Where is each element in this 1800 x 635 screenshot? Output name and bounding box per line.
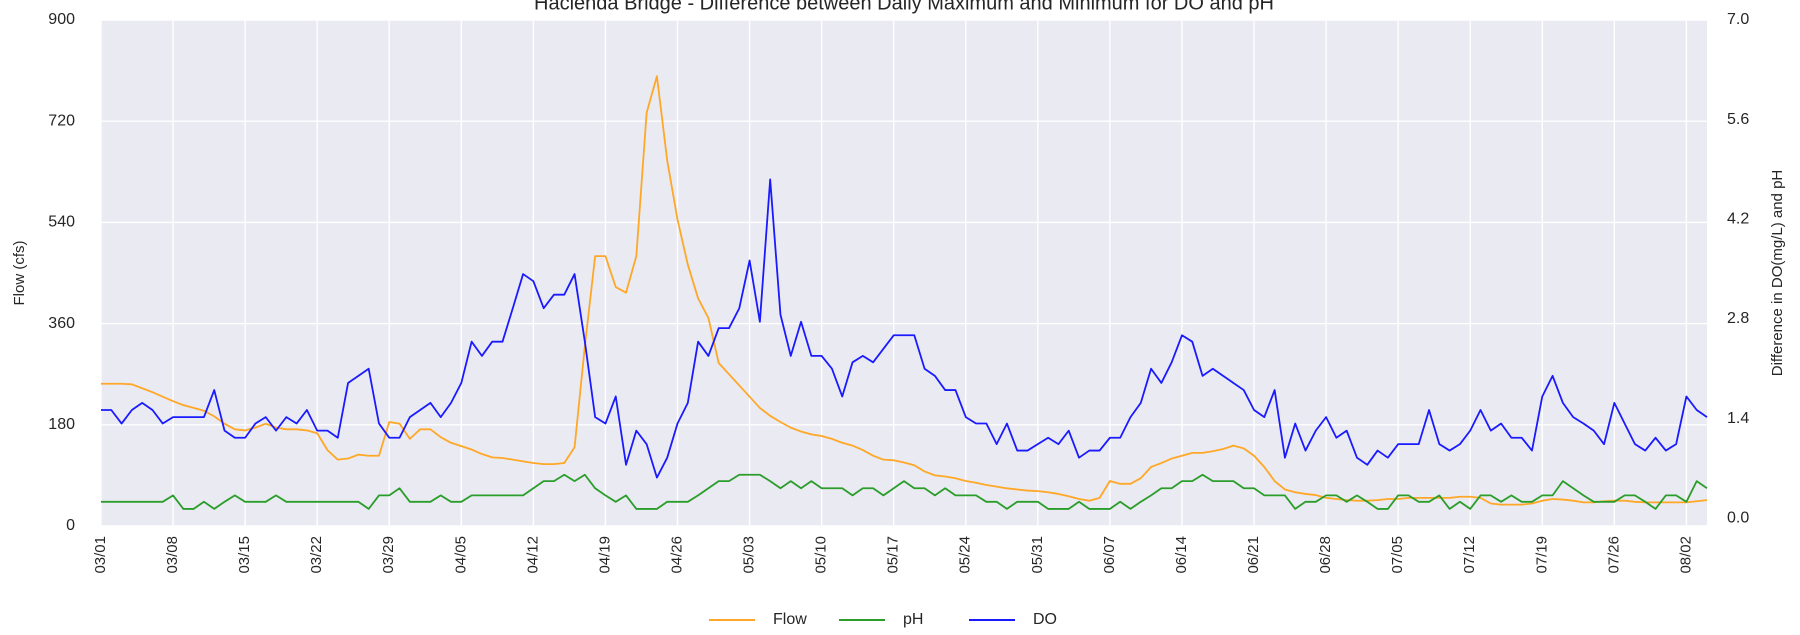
chart-title: Hacienda Bridge - Difference between Dai… (534, 0, 1274, 14)
y-tick-label: 180 (48, 416, 75, 433)
x-tick-label: 05/10 (813, 536, 830, 574)
legend-label: pH (903, 611, 923, 628)
legend-label: DO (1033, 611, 1057, 628)
series-line (101, 75, 1708, 506)
y-tick-label: 540 (48, 214, 75, 231)
x-tick-label: 04/26 (668, 536, 685, 574)
x-tick-label: 06/28 (1317, 536, 1334, 574)
plot-area (101, 20, 1707, 526)
x-tick-label: 07/12 (1461, 536, 1478, 574)
y2-tick-label: 1.4 (1727, 410, 1749, 427)
x-tick-label: 07/26 (1605, 536, 1622, 574)
series-line (101, 473, 1708, 510)
legend-label: Flow (773, 611, 807, 628)
y2-tick-label: 7.0 (1727, 11, 1749, 28)
y2-axis-label: Difference in DO(mg/L) and pH (1769, 170, 1786, 376)
x-tick-label: 03/15 (236, 536, 253, 574)
x-tick-label: 05/03 (741, 536, 758, 574)
x-tick-label: 03/29 (380, 536, 397, 574)
x-tick-label: 08/02 (1677, 536, 1694, 574)
x-tick-label: 06/21 (1245, 536, 1262, 574)
y2-tick-label: 2.8 (1727, 310, 1749, 327)
x-tick-label: 07/05 (1389, 536, 1406, 574)
x-tick-label: 05/31 (1029, 536, 1046, 574)
x-tick-label: 04/05 (452, 536, 469, 574)
y2-tick-label: 5.6 (1727, 111, 1749, 128)
x-tick-label: 06/07 (1101, 536, 1118, 574)
series-line (101, 178, 1708, 479)
x-tick-label: 04/12 (524, 536, 541, 574)
y-tick-label: 360 (48, 315, 75, 332)
x-tick-label: 07/19 (1533, 536, 1550, 574)
x-tick-label: 03/01 (92, 536, 109, 574)
y-tick-label: 0 (66, 517, 75, 534)
x-tick-label: 03/22 (308, 536, 325, 574)
x-tick-label: 03/08 (164, 536, 181, 574)
y-axis-label: Flow (cfs) (11, 241, 28, 306)
y2-tick-label: 4.2 (1727, 210, 1749, 227)
x-tick-label: 05/24 (957, 536, 974, 574)
y-tick-label: 900 (48, 11, 75, 28)
x-tick-label: 06/14 (1173, 536, 1190, 574)
y-tick-label: 720 (48, 112, 75, 129)
x-tick-label: 05/17 (885, 536, 902, 574)
x-tick-label: 04/19 (596, 536, 613, 574)
y2-tick-label: 0.0 (1727, 509, 1749, 526)
